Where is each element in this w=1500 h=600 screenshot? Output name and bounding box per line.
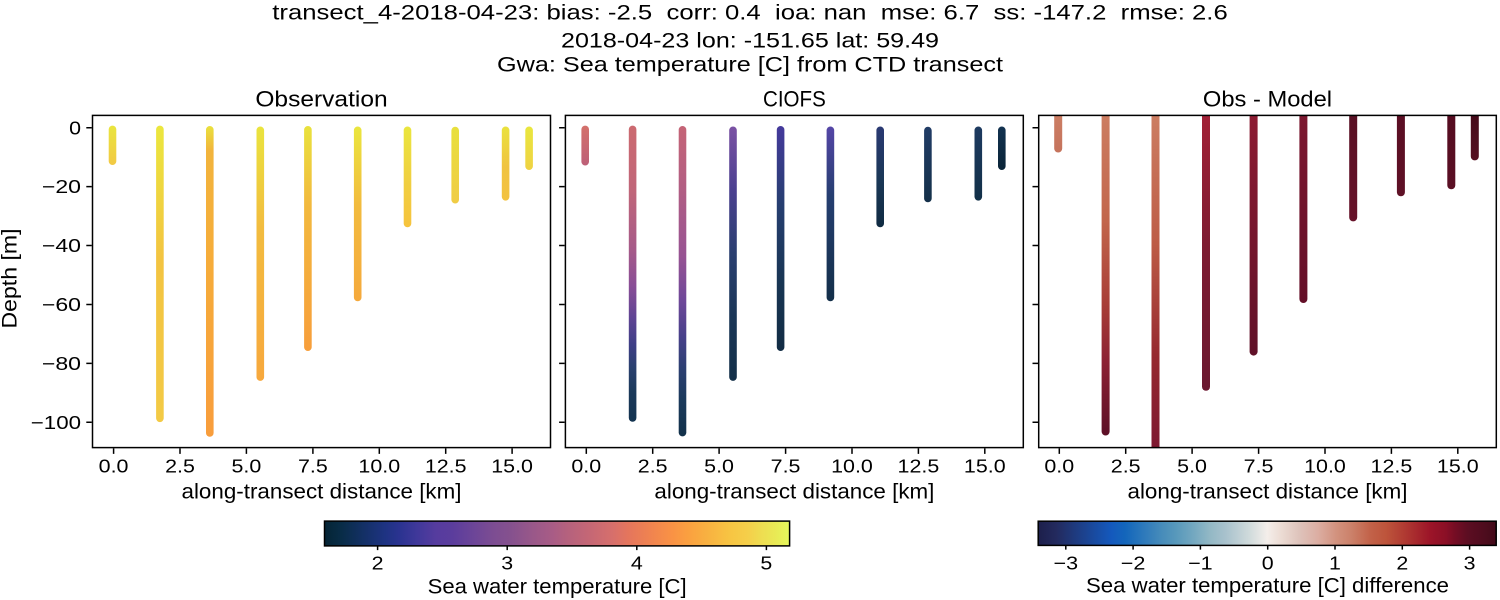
svg-text:7.5: 7.5: [771, 455, 801, 476]
svg-text:12.5: 12.5: [425, 455, 467, 476]
svg-text:1: 1: [1329, 552, 1341, 573]
svg-text:0.0: 0.0: [571, 455, 601, 476]
svg-text:12.5: 12.5: [898, 455, 940, 476]
svg-text:15.0: 15.0: [964, 455, 1006, 476]
svg-text:12.5: 12.5: [1371, 455, 1413, 476]
svg-text:2.5: 2.5: [1111, 455, 1141, 476]
svg-text:−60: −60: [42, 294, 81, 315]
svg-text:along-transect distance [km]: along-transect distance [km]: [654, 480, 934, 503]
svg-text:Sea water temperature [C]: Sea water temperature [C]: [428, 575, 687, 598]
svg-text:Sea water temperature [C] diff: Sea water temperature [C] difference: [1086, 574, 1449, 597]
svg-text:Observation: Observation: [255, 87, 387, 112]
svg-text:along-transect distance [km]: along-transect distance [km]: [182, 480, 462, 503]
svg-text:2: 2: [1396, 552, 1408, 573]
svg-text:5.0: 5.0: [704, 455, 734, 476]
svg-text:2.5: 2.5: [165, 455, 195, 476]
svg-text:transect_4-2018-04-23: bias: -: transect_4-2018-04-23: bias: -2.5 corr: …: [272, 1, 1228, 24]
svg-text:5.0: 5.0: [1177, 455, 1207, 476]
svg-text:3: 3: [1464, 552, 1476, 573]
svg-text:2: 2: [372, 552, 384, 573]
svg-text:10.0: 10.0: [1304, 455, 1346, 476]
svg-text:7.5: 7.5: [1244, 455, 1274, 476]
svg-text:Depth [m]: Depth [m]: [0, 229, 22, 329]
svg-text:0: 0: [1262, 552, 1274, 573]
svg-text:Gwa: Sea temperature [C] from: Gwa: Sea temperature [C] from CTD transe…: [497, 54, 1003, 77]
svg-text:−40: −40: [42, 235, 81, 256]
svg-text:15.0: 15.0: [491, 455, 533, 476]
svg-text:−1: −1: [1188, 552, 1213, 573]
svg-text:5: 5: [760, 552, 772, 573]
svg-text:0.0: 0.0: [99, 455, 129, 476]
svg-text:10.0: 10.0: [831, 455, 873, 476]
svg-text:5.0: 5.0: [232, 455, 262, 476]
svg-text:7.5: 7.5: [298, 455, 328, 476]
svg-text:0: 0: [69, 117, 81, 138]
svg-text:15.0: 15.0: [1437, 455, 1479, 476]
svg-text:Obs - Model: Obs - Model: [1203, 87, 1332, 112]
svg-text:2018-04-23 lon: -151.65 lat: 5: 2018-04-23 lon: -151.65 lat: 59.49: [561, 30, 939, 53]
svg-text:−3: −3: [1054, 552, 1079, 573]
svg-text:−80: −80: [42, 353, 81, 374]
svg-text:−100: −100: [31, 412, 81, 433]
svg-text:4: 4: [631, 552, 643, 573]
svg-text:−20: −20: [42, 176, 81, 197]
svg-text:3: 3: [501, 552, 513, 573]
svg-text:CIOFS: CIOFS: [763, 87, 826, 112]
svg-text:10.0: 10.0: [358, 455, 400, 476]
svg-text:−2: −2: [1121, 552, 1146, 573]
svg-text:0.0: 0.0: [1044, 455, 1074, 476]
svg-text:along-transect distance [km]: along-transect distance [km]: [1128, 480, 1408, 503]
svg-text:2.5: 2.5: [638, 455, 668, 476]
